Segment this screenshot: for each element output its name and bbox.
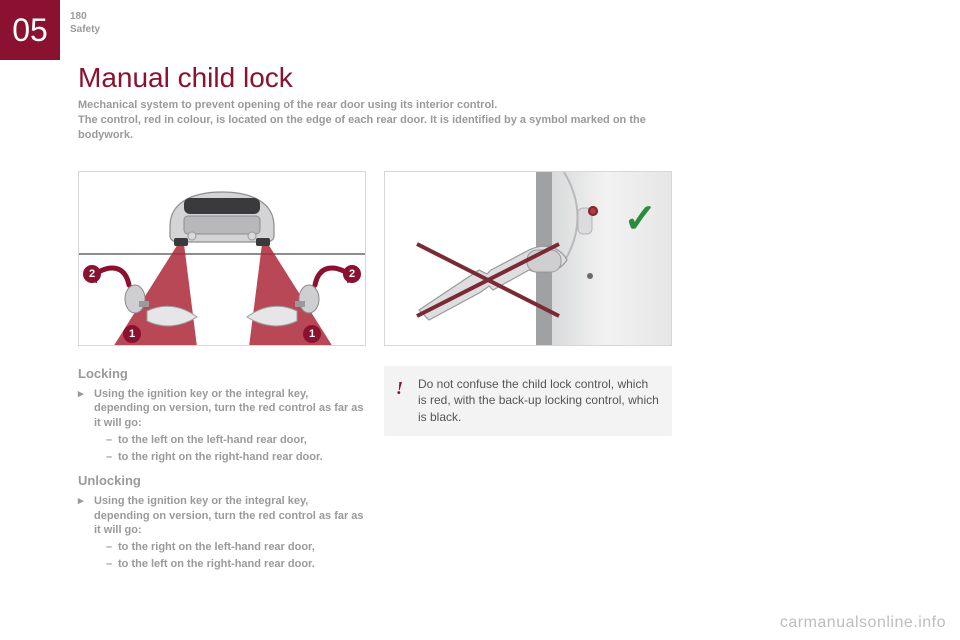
check-icon: ✓ [623, 196, 657, 242]
badge-one: 1 [123, 325, 141, 343]
crossed-key-icon [409, 220, 579, 330]
left-key-group: 2 1 [85, 259, 203, 341]
page-content: Manual child lock Mechanical system to p… [78, 62, 920, 574]
figure-keys-diagram: 2 1 2 1 [78, 171, 366, 346]
intro-line: Mechanical system to prevent opening of … [78, 98, 698, 113]
figure-door-edge: ✓ [384, 171, 672, 346]
list-item: to the left on the right-hand rear door. [94, 557, 366, 572]
badge-one: 1 [303, 325, 321, 343]
list-item: Using the ignition key or the integral k… [78, 387, 366, 465]
right-key-group: 2 1 [241, 259, 359, 341]
warning-callout: ! Do not confuse the child lock control,… [384, 366, 672, 436]
child-lock-red-dot [588, 206, 598, 216]
page-number: 180 [70, 10, 100, 23]
unlocking-heading: Unlocking [78, 473, 366, 488]
header-meta: 180 Safety [70, 10, 100, 36]
chapter-number: 05 [12, 12, 48, 49]
figures-row: 2 1 2 1 [78, 171, 920, 346]
warning-icon: ! [396, 376, 403, 401]
page-title: Manual child lock [78, 62, 920, 94]
columns: Locking Using the ignition key or the in… [78, 358, 920, 574]
unlocking-list: Using the ignition key or the integral k… [78, 494, 366, 572]
list-item: to the left on the left-hand rear door, [94, 433, 366, 448]
list-item: Using the ignition key or the integral k… [78, 494, 366, 572]
badge-two: 2 [83, 265, 101, 283]
badge-two: 2 [343, 265, 361, 283]
intro-text: Mechanical system to prevent opening of … [78, 98, 698, 143]
unlocking-sublist: to the right on the left-hand rear door,… [94, 540, 366, 572]
key-left-icon [85, 259, 203, 341]
car-rear-icon [162, 186, 282, 248]
locking-lead: Using the ignition key or the integral k… [94, 388, 364, 430]
warning-text: Do not confuse the child lock control, w… [418, 377, 659, 425]
locking-sublist: to the left on the left-hand rear door, … [94, 433, 366, 465]
chapter-badge: 05 [0, 0, 60, 60]
locking-list: Using the ignition key or the integral k… [78, 387, 366, 465]
watermark: carmanualsonline.info [780, 614, 946, 632]
list-item: to the right on the left-hand rear door, [94, 540, 366, 555]
intro-line: The control, red in colour, is located o… [78, 113, 698, 143]
unlocking-lead: Using the ignition key or the integral k… [94, 495, 364, 537]
key-right-icon [241, 259, 359, 341]
section-name: Safety [70, 23, 100, 36]
list-item: to the right on the right-hand rear door… [94, 450, 366, 465]
locking-heading: Locking [78, 366, 366, 381]
instructions-column: Locking Using the ignition key or the in… [78, 358, 366, 574]
